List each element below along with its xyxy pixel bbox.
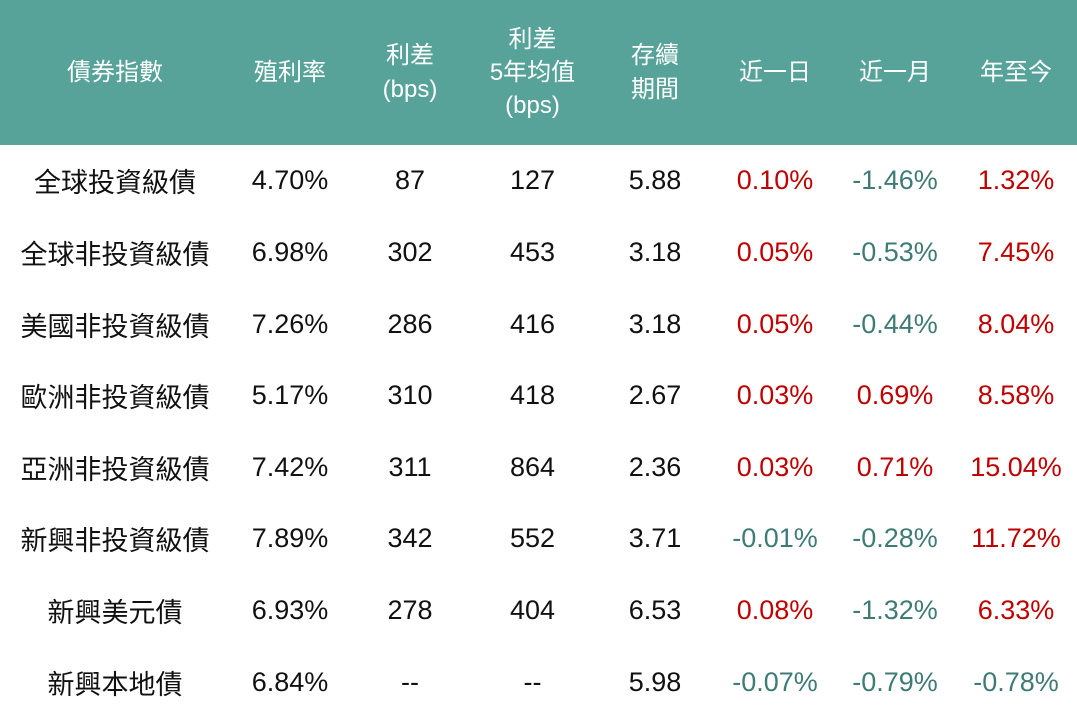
yield-value: 6.93% — [251, 595, 329, 626]
bond-index-name: 全球非投資級債 — [20, 239, 210, 270]
change-1m-value: -1.46% — [852, 165, 938, 196]
duration-value: 2.67 — [628, 380, 682, 411]
spread-5y-avg-value: 453 — [509, 236, 556, 267]
duration-value: 5.88 — [628, 165, 682, 196]
col-header-yield: 殖利率 — [230, 0, 350, 145]
bond-index-name: 新興美元債 — [47, 598, 183, 629]
bond-index-name: 新興非投資級債 — [20, 526, 210, 557]
table-row: 新興美元債 6.93% 278 404 6.53 0.08% -1.32% 6.… — [0, 575, 1077, 647]
yield-value: 5.17% — [251, 380, 329, 411]
bond-index-name: 亞洲非投資級債 — [20, 454, 210, 485]
yield-value: 7.89% — [251, 523, 329, 554]
change-1m-value: -0.44% — [852, 308, 938, 339]
change-1m-value: -0.79% — [852, 666, 938, 697]
spread-5y-avg-value: 127 — [509, 165, 556, 196]
table-row: 全球投資級債 4.70% 87 127 5.88 0.10% -1.46% 1.… — [0, 145, 1077, 217]
spread-value: -- — [401, 666, 419, 697]
change-1d-value: 0.05% — [736, 308, 814, 339]
change-1m-value: 0.69% — [856, 380, 934, 411]
table-row: 全球非投資級債 6.98% 302 453 3.18 0.05% -0.53% … — [0, 217, 1077, 289]
yield-value: 7.42% — [251, 451, 329, 482]
col-header-bond-index: 債券指數 — [0, 0, 230, 145]
spread-value: 342 — [387, 523, 433, 554]
header-row: 債券指數 殖利率 利差 (bps) 利差 5年均值 (bps) 存續 期間 近一… — [0, 0, 1077, 145]
col-header-change-1m: 近一月 — [835, 0, 955, 145]
change-ytd-value: 7.45% — [977, 236, 1055, 267]
change-1d-value: 0.10% — [736, 165, 814, 196]
table-row: 新興本地債 6.84% -- -- 5.98 -0.07% -0.79% -0.… — [0, 646, 1077, 718]
bond-index-name: 新興本地債 — [47, 669, 183, 700]
change-1m-value: -1.32% — [852, 595, 938, 626]
col-header-change-ytd: 年至今 — [955, 0, 1077, 145]
change-ytd-value: 1.32% — [977, 165, 1055, 196]
change-1d-value: -0.07% — [732, 666, 818, 697]
change-ytd-value: 8.04% — [977, 308, 1055, 339]
change-ytd-value: 6.33% — [977, 595, 1055, 626]
change-ytd-value: 11.72% — [971, 523, 1061, 554]
bond-index-name: 全球投資級債 — [34, 168, 196, 199]
change-1m-value: 0.71% — [856, 451, 934, 482]
change-1d-value: 0.05% — [736, 236, 814, 267]
table-row: 歐洲非投資級債 5.17% 310 418 2.67 0.03% 0.69% 8… — [0, 360, 1077, 432]
spread-value: 286 — [387, 308, 433, 339]
change-ytd-value: 15.04% — [970, 451, 1062, 482]
duration-value: 3.18 — [628, 236, 682, 267]
table-header: 債券指數 殖利率 利差 (bps) 利差 5年均值 (bps) 存續 期間 近一… — [0, 0, 1077, 145]
table-row: 新興非投資級債 7.89% 342 552 3.71 -0.01% -0.28%… — [0, 503, 1077, 575]
change-1d-value: 0.03% — [736, 380, 814, 411]
spread-5y-avg-value: -- — [523, 666, 542, 697]
col-header-duration: 存續 期間 — [595, 0, 715, 145]
change-1d-value: 0.03% — [736, 451, 814, 482]
yield-value: 7.26% — [251, 308, 329, 339]
duration-value: 3.18 — [628, 308, 682, 339]
table-row: 美國非投資級債 7.26% 286 416 3.18 0.05% -0.44% … — [0, 288, 1077, 360]
col-header-change-1d: 近一日 — [715, 0, 835, 145]
table-row: 亞洲非投資級債 7.42% 311 864 2.36 0.03% 0.71% 1… — [0, 432, 1077, 504]
change-ytd-value: 8.58% — [977, 380, 1055, 411]
spread-5y-avg-value: 864 — [509, 451, 556, 482]
duration-value: 5.98 — [628, 666, 682, 697]
spread-value: 311 — [388, 451, 432, 482]
spread-value: 87 — [394, 165, 426, 196]
duration-value: 6.53 — [628, 595, 682, 626]
bond-index-name: 歐洲非投資級債 — [20, 383, 210, 414]
change-1m-value: -0.28% — [852, 523, 938, 554]
spread-5y-avg-value: 552 — [509, 523, 556, 554]
yield-value: 6.98% — [251, 236, 329, 267]
spread-value: 278 — [387, 595, 433, 626]
spread-value: 310 — [387, 380, 433, 411]
duration-value: 2.36 — [628, 451, 682, 482]
change-1d-value: 0.08% — [736, 595, 814, 626]
spread-5y-avg-value: 418 — [509, 380, 556, 411]
duration-value: 3.71 — [628, 523, 682, 554]
spread-value: 302 — [387, 236, 433, 267]
yield-value: 4.70% — [251, 165, 329, 196]
change-1m-value: -0.53% — [852, 236, 938, 267]
spread-5y-avg-value: 416 — [509, 308, 556, 339]
spread-5y-avg-value: 404 — [509, 595, 556, 626]
bond-index-name: 美國非投資級債 — [20, 311, 210, 342]
yield-value: 6.84% — [251, 666, 329, 697]
change-1d-value: -0.01% — [732, 523, 818, 554]
col-header-spread-bps: 利差 (bps) — [350, 0, 470, 145]
table-body: 全球投資級債 4.70% 87 127 5.88 0.10% -1.46% 1.… — [0, 145, 1077, 718]
col-header-spread-5y-avg-bps: 利差 5年均值 (bps) — [470, 0, 595, 145]
change-ytd-value: -0.78% — [973, 666, 1059, 697]
